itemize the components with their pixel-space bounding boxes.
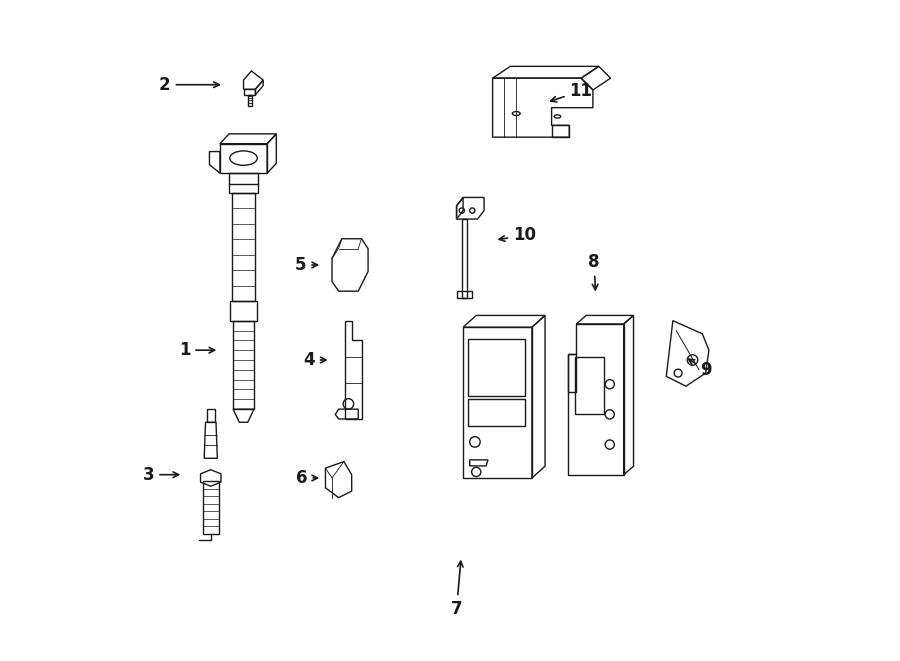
Text: 2: 2 bbox=[159, 76, 220, 94]
Text: 1: 1 bbox=[179, 341, 214, 359]
Text: 6: 6 bbox=[296, 469, 318, 487]
Text: 10: 10 bbox=[500, 227, 536, 245]
Text: 9: 9 bbox=[688, 359, 711, 379]
Text: 7: 7 bbox=[451, 561, 463, 618]
Text: 5: 5 bbox=[295, 256, 318, 274]
Text: 11: 11 bbox=[551, 82, 592, 102]
Text: 4: 4 bbox=[303, 351, 326, 369]
Text: 8: 8 bbox=[589, 253, 600, 290]
Text: 3: 3 bbox=[143, 466, 178, 484]
